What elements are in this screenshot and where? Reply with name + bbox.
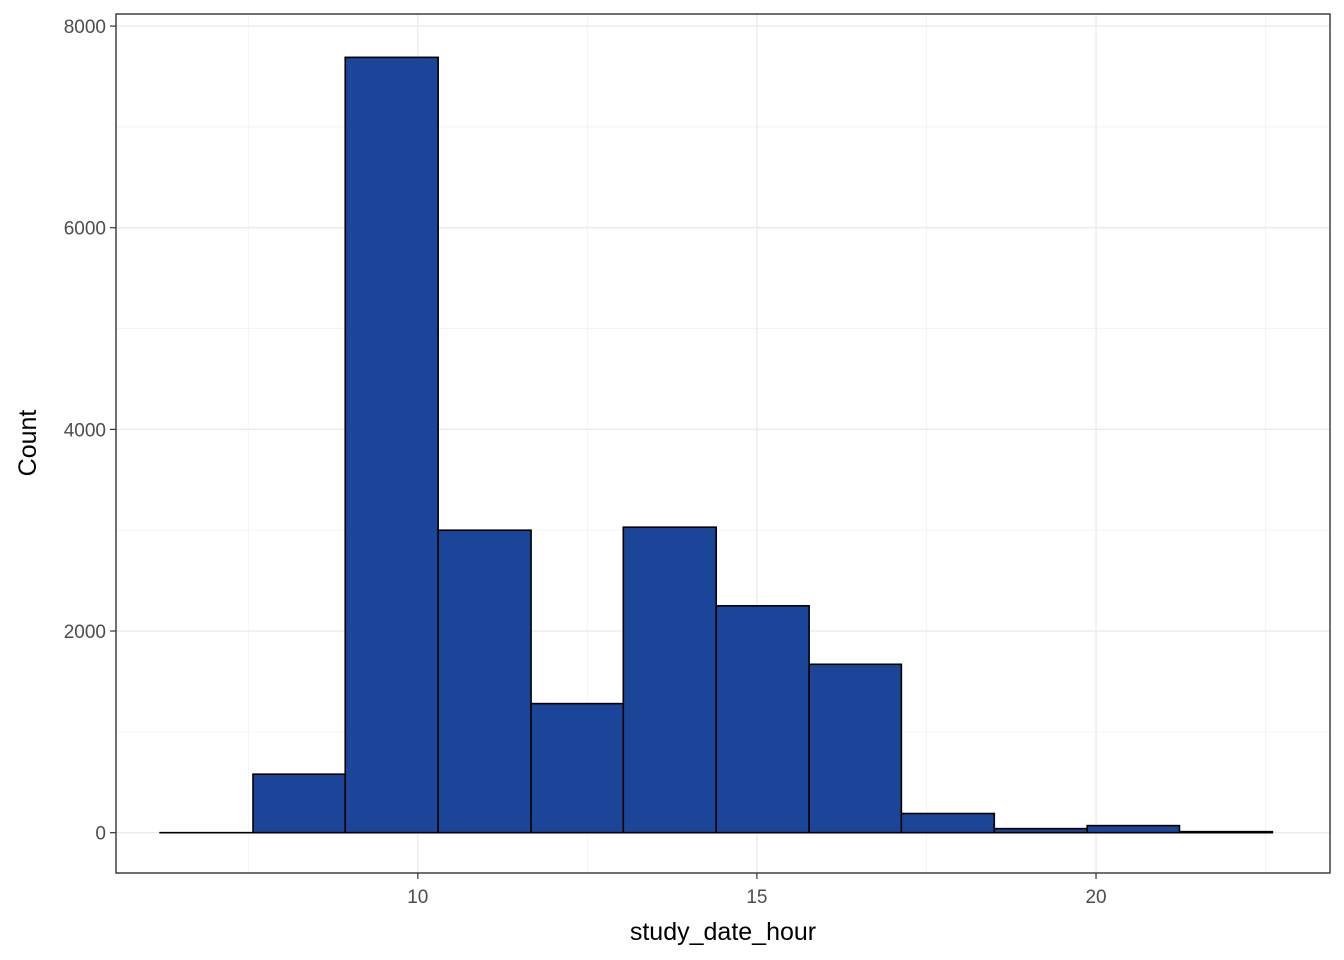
histogram-bar	[993, 827, 1088, 834]
y-tick-label: 4000	[64, 420, 106, 441]
x-tick-label: 10	[407, 887, 428, 908]
histogram-bar	[344, 56, 439, 834]
x-tick-label: 15	[746, 887, 767, 908]
y-tick-label: 0	[95, 824, 106, 845]
histogram-bar	[622, 526, 718, 834]
y-tick-label: 6000	[64, 219, 106, 240]
histogram-bar	[530, 702, 625, 834]
x-axis-title: study_date_hour	[630, 918, 816, 946]
histogram-bar	[1178, 830, 1274, 834]
y-tick-label: 2000	[64, 622, 106, 643]
histogram-bar	[252, 773, 347, 834]
histogram-bar	[437, 529, 532, 834]
histogram-bar	[1086, 824, 1181, 834]
histogram-bar	[900, 812, 996, 834]
y-tick-label: 8000	[64, 17, 106, 38]
histogram-bar	[808, 663, 903, 834]
x-tick-label: 20	[1085, 887, 1106, 908]
histogram-bars	[159, 56, 1274, 834]
y-axis-title: Count	[14, 410, 42, 477]
x-axis-ticks: 10 15 20	[407, 873, 1107, 908]
histogram-bar	[715, 605, 810, 834]
y-axis-ticks: 0 2000 4000 6000 8000	[64, 17, 116, 845]
panel-border	[115, 13, 1331, 874]
